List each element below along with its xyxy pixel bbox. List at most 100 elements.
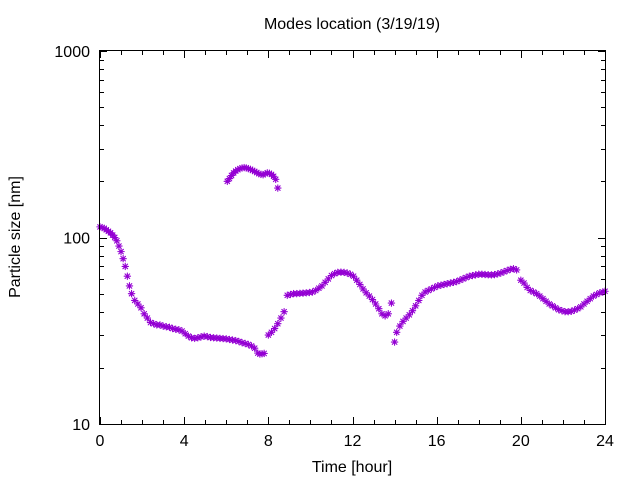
data-point (146, 318, 155, 327)
data-point (270, 324, 279, 333)
data-point (175, 326, 183, 334)
data-point (599, 288, 607, 296)
data-point (583, 297, 591, 306)
data-point (241, 339, 249, 348)
data-point (529, 288, 538, 296)
data-points (96, 163, 609, 358)
data-point (378, 310, 386, 318)
data-point (225, 335, 234, 344)
data-point (362, 289, 370, 297)
data-point (265, 169, 274, 178)
data-point (506, 265, 515, 274)
data-point (231, 336, 240, 345)
data-point (446, 279, 455, 287)
data-point (244, 340, 253, 349)
data-point (526, 286, 535, 295)
data-point (123, 272, 132, 280)
y-tick-label: 10 (72, 417, 90, 434)
data-point (244, 164, 253, 173)
data-point (523, 283, 531, 292)
data-point (149, 319, 158, 328)
data-point (390, 338, 399, 346)
data-point (375, 304, 383, 313)
data-point (253, 168, 261, 177)
data-point (343, 269, 351, 277)
data-point (503, 266, 511, 275)
data-point (545, 300, 553, 308)
y-axis-label: Particle size [nm] (7, 176, 24, 298)
data-point (194, 334, 202, 342)
data-point (365, 292, 374, 300)
x-tick-label: 8 (264, 433, 273, 450)
x-axis-label: Time [hour] (312, 459, 392, 476)
data-point (387, 299, 396, 307)
data-point (512, 266, 521, 274)
data-point (261, 169, 269, 178)
data-point (424, 286, 432, 295)
data-point (280, 307, 288, 316)
data-point (368, 295, 377, 304)
x-tick-label: 16 (428, 433, 446, 450)
data-point (119, 254, 127, 263)
data-point (168, 324, 177, 333)
data-point (542, 297, 550, 306)
data-point (427, 285, 436, 293)
x-tick-label: 4 (180, 433, 189, 450)
data-point (384, 310, 393, 318)
data-point (225, 174, 234, 183)
data-point (117, 247, 125, 256)
data-point (567, 307, 576, 316)
data-point (222, 335, 230, 343)
x-tick-label: 12 (344, 433, 362, 450)
data-point (134, 300, 142, 308)
data-point (203, 332, 212, 341)
data-point (558, 306, 566, 315)
data-point (490, 270, 499, 279)
data-point (181, 329, 189, 338)
data-point (197, 333, 205, 341)
x-tick-label: 24 (596, 433, 614, 450)
data-point (277, 314, 285, 322)
y-tick-labels: 10 100 1000 (54, 44, 90, 434)
data-point (415, 296, 423, 305)
data-point (235, 337, 243, 346)
data-point (125, 282, 134, 290)
data-point (248, 166, 257, 175)
data-point (271, 175, 280, 184)
data-point (159, 322, 167, 330)
data-point (267, 328, 276, 337)
data-point (246, 165, 255, 174)
data-point (98, 223, 106, 232)
data-point (471, 271, 480, 279)
data-point (269, 172, 278, 181)
data-point (324, 275, 333, 283)
data-point (418, 291, 426, 300)
data-point (462, 273, 470, 282)
data-point (187, 334, 196, 342)
data-point (140, 310, 148, 318)
data-point (449, 278, 458, 287)
data-point (250, 344, 259, 352)
data-point (539, 294, 547, 303)
data-point (586, 294, 595, 303)
data-point (493, 270, 502, 278)
x-tick-labels: 0 4 8 12 16 20 24 (96, 433, 614, 450)
data-point (286, 290, 295, 299)
data-point (315, 284, 323, 292)
data-point (396, 322, 404, 330)
x-tick-label: 20 (512, 433, 530, 450)
data-point (421, 288, 429, 296)
data-point (573, 304, 582, 313)
data-point (283, 291, 292, 300)
data-point (465, 272, 474, 280)
data-point (517, 276, 525, 284)
data-point (234, 165, 242, 174)
data-point (408, 306, 417, 315)
data-point (340, 268, 348, 277)
data-point (352, 276, 361, 284)
data-point (459, 275, 467, 283)
data-point (595, 289, 604, 297)
data-point (156, 321, 164, 329)
data-point (356, 280, 364, 289)
data-point (349, 272, 358, 280)
